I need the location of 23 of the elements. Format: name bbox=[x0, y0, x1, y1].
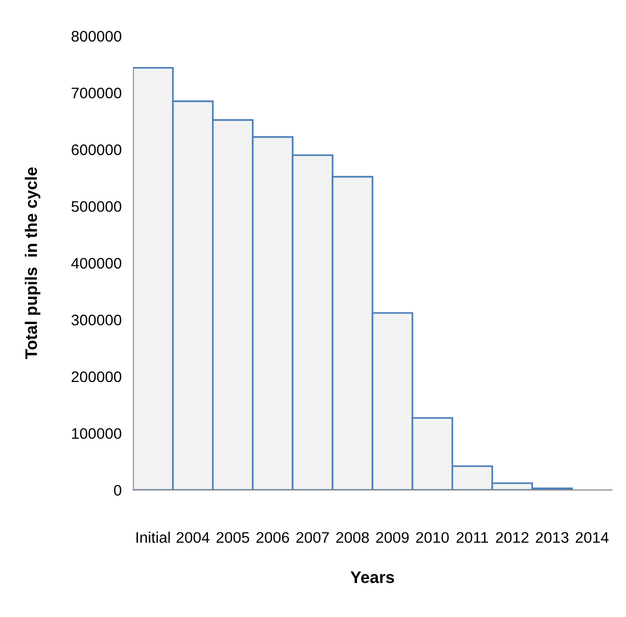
x-tick-label: 2011 bbox=[456, 532, 488, 543]
y-tick-label: 800000 bbox=[72, 30, 122, 42]
x-tick-label: 2009 bbox=[376, 532, 409, 543]
x-tick-label: 2004 bbox=[176, 532, 210, 543]
y-tick-label: 500000 bbox=[72, 201, 122, 212]
y-tick-label: 200000 bbox=[72, 371, 122, 382]
y-axis-title: Total pupils in the cycle bbox=[24, 167, 40, 359]
y-tick-label: 600000 bbox=[72, 144, 122, 156]
y-tick-label: 0 bbox=[114, 484, 122, 496]
x-tick-label: 2010 bbox=[416, 532, 449, 543]
y-tick-label: 400000 bbox=[71, 258, 122, 269]
x-tick-label: 2014 bbox=[576, 532, 609, 543]
x-tick-label: 2013 bbox=[536, 532, 568, 543]
x-tick-label: 2012 bbox=[496, 532, 528, 543]
y-tick-label: 300000 bbox=[71, 314, 122, 326]
y-tick-label: 700000 bbox=[72, 88, 122, 98]
x-tick-label: Initial bbox=[136, 532, 170, 543]
x-tick-label: 2005 bbox=[216, 532, 250, 543]
x-axis-title: Years bbox=[350, 572, 394, 584]
x-tick-label: 2006 bbox=[256, 532, 290, 543]
y-tick-label: 100000 bbox=[72, 428, 122, 439]
x-tick-label: 2008 bbox=[336, 532, 369, 543]
x-tick-label: 2007 bbox=[296, 532, 329, 543]
